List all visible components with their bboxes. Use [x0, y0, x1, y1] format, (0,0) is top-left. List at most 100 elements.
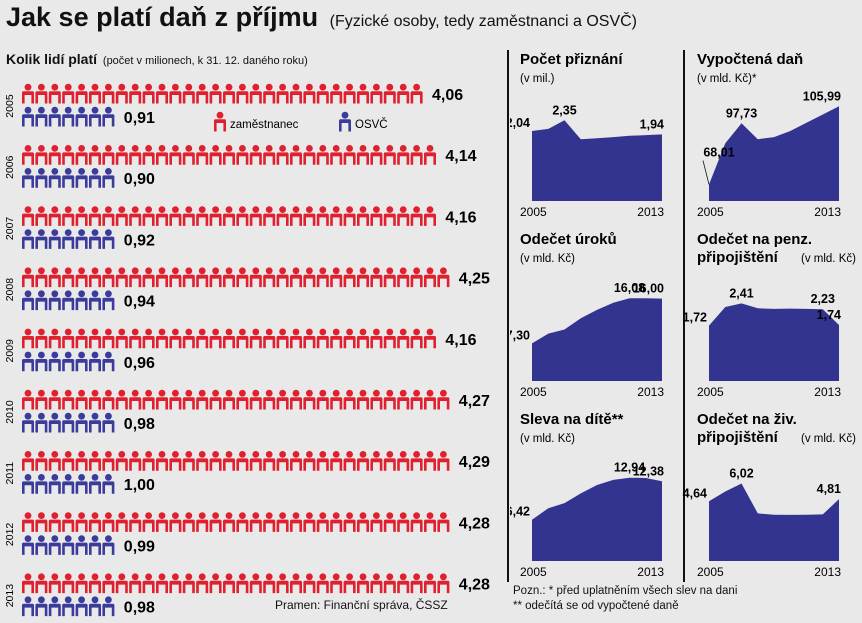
employee-figure	[182, 451, 195, 471]
selfemployed-figure	[102, 412, 115, 433]
employee-figure	[276, 573, 289, 594]
area-chart-title-line-2: připojištění	[697, 249, 779, 266]
employee-figure	[303, 267, 316, 288]
employee-figure	[48, 451, 61, 471]
employee-figure	[276, 206, 289, 226]
employee-figure	[75, 328, 88, 349]
annotation-leader	[702, 160, 710, 185]
employee-figure	[303, 83, 316, 104]
employee-figure	[102, 512, 115, 532]
employee-figure	[249, 451, 262, 471]
employee-figure	[424, 206, 436, 226]
employee-figure	[424, 573, 436, 594]
employee-figure	[209, 451, 222, 471]
employee-figure	[370, 267, 383, 288]
selfemployed-figure	[22, 474, 34, 494]
employee-figure	[22, 267, 34, 288]
employee-figure	[169, 328, 182, 349]
employee-figure	[383, 267, 396, 288]
employee-figure	[129, 83, 142, 104]
year-label: 2010	[4, 400, 16, 424]
employee-figure	[383, 145, 396, 165]
employee-figure	[290, 512, 302, 532]
employee-figure	[196, 573, 209, 594]
selfemployed-figure	[48, 412, 61, 433]
employee-figure	[35, 267, 48, 288]
footnote-line-2: ** odečítá se od vypočtené daně	[513, 600, 679, 612]
employee-figure	[62, 267, 75, 288]
employee-figure	[330, 389, 343, 410]
area-series	[532, 120, 662, 201]
employee-figure	[397, 206, 410, 226]
employee-figure	[316, 206, 329, 226]
employee-figure	[48, 389, 61, 410]
employee-figure	[316, 573, 329, 594]
area-value-label: 97,73	[726, 106, 757, 120]
employee-figure	[330, 451, 343, 471]
employee-figure	[115, 145, 128, 165]
employee-figure	[89, 206, 101, 226]
employee-figure	[129, 451, 142, 471]
area-chart-unit: (v mld. Kč)	[801, 433, 856, 445]
selfemployed-figure	[62, 535, 75, 555]
employee-figure	[196, 267, 209, 288]
employee-figure	[22, 328, 34, 349]
title-subtitle: (Fyzické osoby, tedy zaměstnanci a OSVČ)	[329, 13, 637, 30]
employee-figure	[196, 145, 209, 165]
employee-figure	[370, 328, 383, 349]
employee-figure	[115, 83, 128, 104]
employee-figure	[102, 451, 115, 471]
employee-figure	[343, 267, 356, 288]
employee-figure	[383, 389, 396, 410]
employee-figure	[330, 267, 343, 288]
selfemployed-figure	[22, 535, 34, 555]
employee-figure	[316, 145, 329, 165]
employee-figure	[290, 389, 302, 410]
selfemployed-figure	[89, 229, 101, 249]
employee-value-label: 4,25	[459, 271, 490, 288]
employee-figure	[357, 512, 369, 532]
selfemployed-figure	[48, 168, 61, 188]
employee-value-label: 4,06	[432, 87, 463, 104]
employee-figure	[75, 512, 88, 532]
employee-figure	[129, 512, 142, 532]
selfemployed-figure	[48, 290, 61, 311]
people-chart-title: Kolik lidí platí (počet v milionech, k 3…	[6, 51, 308, 67]
area-chart-unit: (v mld. Kč)	[520, 433, 575, 445]
area-value-label: 12,38	[633, 464, 664, 478]
employee-figure	[75, 389, 88, 410]
employee-figure	[357, 451, 369, 471]
employee-figure	[290, 328, 302, 349]
employee-figure	[62, 389, 75, 410]
selfemployed-figure	[102, 290, 115, 311]
employee-figure	[129, 145, 142, 165]
employee-figure	[303, 512, 316, 532]
employee-figure	[249, 328, 262, 349]
employee-figure	[303, 389, 316, 410]
employee-figure	[276, 389, 289, 410]
selfemployed-figure	[89, 290, 101, 311]
employee-figure	[330, 206, 343, 226]
employee-figure	[343, 83, 356, 104]
employee-figure	[370, 206, 383, 226]
employee-figure	[22, 83, 34, 104]
selfemployed-figure	[102, 596, 115, 617]
employee-figure	[276, 512, 289, 532]
area-chart-title: Odečet na penz.	[697, 231, 812, 248]
area-series	[709, 483, 839, 561]
employee-figure	[357, 83, 369, 104]
selfemployed-figure	[75, 106, 88, 127]
employee-figure	[263, 389, 276, 410]
x-tick-label: 2013	[637, 385, 664, 399]
area-value-label: 4,64	[683, 486, 707, 500]
mini-area-charts: Počet přiznání (v mil.) 2,04 2,35 1,94 2005 20…	[510, 51, 856, 579]
employee-figure	[35, 145, 48, 165]
employee-figure	[209, 206, 222, 226]
employee-figure	[22, 512, 34, 532]
employee-figure	[196, 206, 209, 226]
employee-figure	[129, 573, 142, 594]
employee-figure	[263, 83, 276, 104]
area-value-label: 2,41	[729, 286, 753, 300]
selfemployed-value-label: 0,98	[124, 416, 155, 433]
employee-figure	[290, 451, 302, 471]
